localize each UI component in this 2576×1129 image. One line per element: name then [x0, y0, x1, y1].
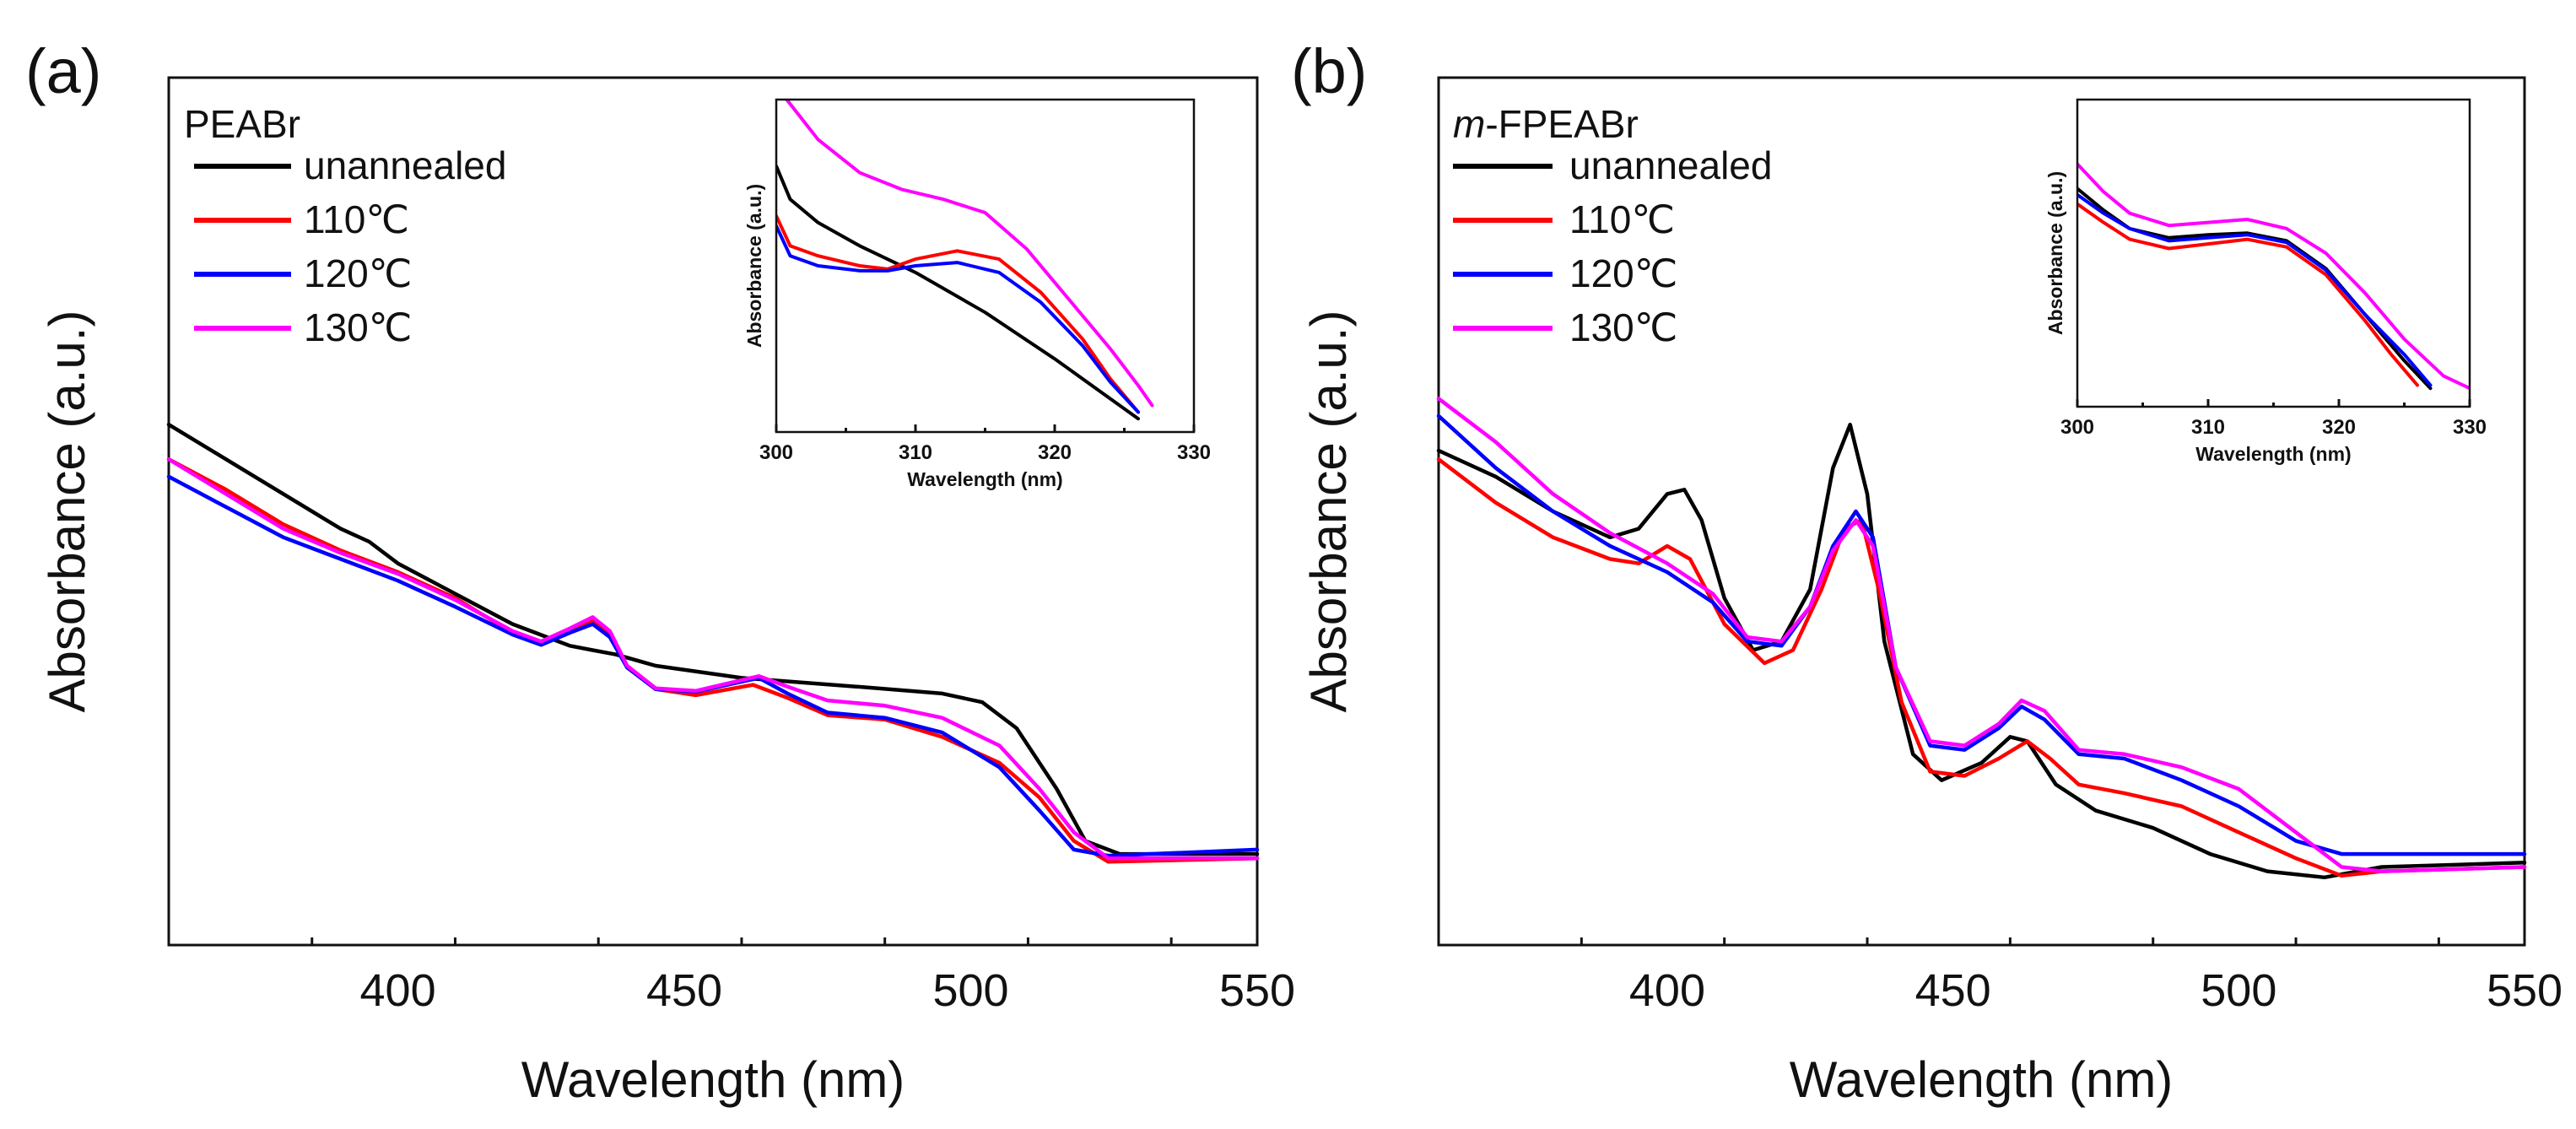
- inset-y-axis-title: Absorbance (a.u.): [743, 184, 765, 348]
- inset-series-line-130: [2077, 162, 2470, 391]
- legend-label: 120℃: [1569, 251, 1677, 295]
- legend-title: PEABr: [184, 102, 300, 146]
- series-line-110: [1436, 457, 2527, 878]
- series-line-unannealed: [166, 422, 1260, 856]
- legend-label: unannealed: [1569, 143, 1772, 187]
- x-tick-label: 450: [1915, 965, 1991, 1016]
- plot-frame: [167, 76, 1259, 947]
- legend-title-text: PEABr: [184, 102, 300, 146]
- plot-frame: [1437, 76, 2526, 947]
- inset-x-tick-label: 300: [759, 441, 793, 464]
- series-line-110: [166, 457, 1260, 864]
- y-axis-title: Absorbance (a.u.): [1300, 311, 1357, 713]
- series-line-unannealed: [1436, 422, 2527, 880]
- x-tick-label: 400: [1629, 965, 1705, 1016]
- legend-label: 110℃: [304, 197, 409, 241]
- series-line-130: [166, 457, 1260, 861]
- inset-x-tick-label: 320: [2322, 416, 2356, 439]
- inset-x-tick-label: 320: [1038, 441, 1072, 464]
- x-tick-label: 450: [646, 965, 722, 1016]
- inset-x-tick-label: 300: [2060, 416, 2094, 439]
- x-axis-title: Wavelength (nm): [1790, 1051, 2174, 1108]
- inset-x-tick-label: 330: [2453, 416, 2487, 439]
- series-line-130: [1436, 397, 2527, 873]
- inset-x-tick-label: 310: [899, 441, 932, 464]
- inset-x-axis-title: Wavelength (nm): [907, 468, 1062, 490]
- legend-label: 120℃: [304, 251, 412, 295]
- x-tick-label: 500: [2201, 965, 2276, 1016]
- inset-y-axis-title: Absorbance (a.u.): [2044, 171, 2066, 335]
- inset-x-axis-title: Wavelength (nm): [2195, 443, 2351, 465]
- x-tick-label: 500: [932, 965, 1008, 1016]
- inset-series-line-unannealed: [776, 164, 1140, 421]
- inset-chart: 300 310 320 330 Wavelength (nm) Absorbance (a…: [743, 98, 1211, 490]
- inset-x-tick-label: 330: [1177, 441, 1211, 464]
- inset-series-line-110: [776, 213, 1140, 414]
- series-line-120: [1436, 413, 2527, 856]
- x-tick-label: 550: [2487, 965, 2562, 1016]
- inset-x-tick-label: 310: [2191, 416, 2225, 439]
- x-tick-label: 550: [1219, 965, 1295, 1016]
- inset-series-line-120: [2077, 192, 2433, 387]
- legend-label: 130℃: [304, 305, 412, 349]
- panel-b: (b) 400 450 500 550 Wavelength (nm) Absorbance…: [1291, 36, 2562, 1108]
- series-line-120: [166, 474, 1260, 858]
- legend-label: 110℃: [1569, 197, 1675, 241]
- x-tick-label: 400: [360, 965, 436, 1016]
- x-axis-title: Wavelength (nm): [521, 1051, 905, 1108]
- legend-label: 130℃: [1569, 305, 1677, 349]
- panel-a: (a) 400 450 500 550 Wavelength (nm) Absorbance…: [25, 36, 1295, 1108]
- inset-chart: 300 310 320 330 Wavelength (nm) Absorbance (a…: [2044, 98, 2487, 465]
- panel-label: (a): [25, 36, 101, 106]
- y-axis-title: Absorbance (a.u.): [39, 311, 95, 713]
- inset-series-line-120: [776, 224, 1140, 414]
- inset-series-line-110: [2077, 202, 2419, 387]
- inset-series-line-unannealed: [2077, 186, 2433, 391]
- panel-label: (b): [1291, 36, 1367, 106]
- legend-title: m-FPEABr: [1453, 102, 1639, 146]
- legend-title-text: -FPEABr: [1485, 102, 1638, 146]
- legend-label: unannealed: [304, 143, 506, 187]
- inset-series-line-130: [784, 100, 1154, 408]
- legend-title-italic: m: [1453, 102, 1485, 146]
- inset-frame: [775, 98, 1196, 434]
